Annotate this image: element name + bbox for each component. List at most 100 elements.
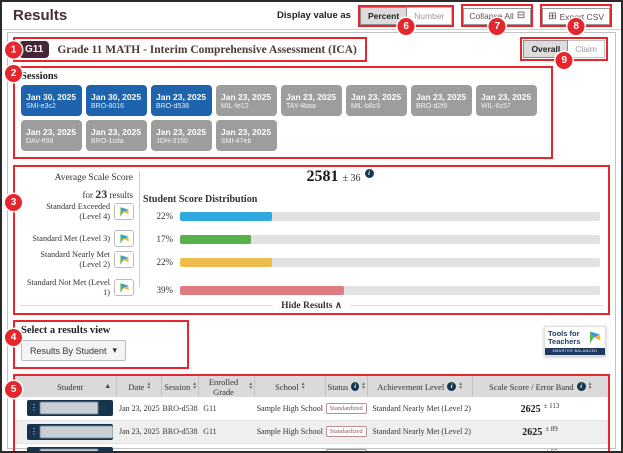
column-header-scale-score[interactable]: Scale Score / Error Band i ▴ ▾: [472, 376, 608, 397]
annotation-number-1: 1: [5, 41, 22, 58]
session-button[interactable]: Jan 23, 2025 TAY-4baa: [281, 85, 342, 116]
info-icon[interactable]: i: [447, 382, 457, 391]
session-button[interactable]: Jan 23, 2025 SMI-47eb: [216, 120, 277, 151]
student-name-redacted[interactable]: ⋮: [27, 423, 113, 440]
status-badge: Standardized: [325, 449, 367, 451]
tools-for-teachers-level-2-button[interactable]: [114, 251, 134, 269]
sessions-list: Jan 30, 2025 SMI-e3c2 Jan 30, 2025 BRO-801…: [21, 85, 545, 151]
date-cell: Jan 23, 2025: [116, 443, 162, 451]
redaction-block: [40, 448, 98, 451]
session-button[interactable]: Jan 30, 2025 SMI-e3c2: [21, 85, 82, 116]
level-3-bar-row: 17%: [143, 234, 600, 244]
level-2-percent: 22%: [156, 257, 174, 267]
grade-cell: G11: [198, 443, 255, 451]
tools-for-teachers-level-1-button[interactable]: [114, 279, 134, 297]
column-header-date[interactable]: Date ▴ ▾: [116, 376, 163, 397]
session-button[interactable]: Jan 23, 2025 MIL-fe12: [216, 85, 277, 116]
hide-results-link[interactable]: Hide Results ∧: [281, 300, 342, 311]
distribution-bar-track: [180, 211, 600, 221]
tools-for-teachers-icon: [120, 282, 129, 293]
annotation-number-9: 9: [555, 52, 573, 69]
tab-overall[interactable]: Overall: [523, 40, 569, 58]
session-cell: BRO-d538: [161, 420, 199, 444]
results-view-selected: Results By Student: [30, 345, 107, 356]
status-badge: Standardized: [325, 426, 367, 437]
kebab-menu-icon[interactable]: ⋮: [30, 426, 38, 436]
info-icon[interactable]: i: [576, 382, 586, 391]
session-date: Jan 23, 2025: [286, 92, 337, 103]
sort-icon: ▴ ▾: [362, 381, 365, 391]
status-badge: Standardized: [325, 402, 367, 414]
session-date: Jan 23, 2025: [416, 92, 467, 103]
level-1-percent: 39%: [156, 285, 174, 295]
student-name-cell: ⋮: [15, 397, 117, 421]
tools-for-teachers-level-4-button[interactable]: [114, 203, 134, 221]
session-button[interactable]: Jan 23, 2025 DAV-ff98: [21, 120, 82, 151]
info-icon[interactable]: i: [364, 169, 374, 178]
display-value-toggle: Percent Number: [359, 6, 453, 25]
tools-for-teachers-level-3-button[interactable]: [114, 230, 134, 247]
student-name-redacted[interactable]: ⋮: [27, 446, 113, 451]
header-label: Date: [128, 381, 145, 392]
column-header-school[interactable]: School ▴ ▾: [254, 376, 326, 397]
session-button[interactable]: Jan 23, 2025 MIL-b8c5: [346, 85, 407, 116]
kebab-menu-icon[interactable]: ⋮: [30, 450, 38, 451]
annotation-box-3: 3 Average Scale Score for 23 results Sta…: [5, 165, 610, 315]
tools-for-teachers-icon: [120, 233, 129, 244]
level-3-label: Standard Met (Level 3): [32, 233, 110, 243]
column-header-session[interactable]: Session ▴ ▾: [161, 376, 199, 397]
date-cell: Jan 23, 2025: [116, 420, 162, 444]
annotation-number-4: 4: [5, 329, 22, 346]
session-date: Jan 23, 2025: [91, 127, 142, 138]
tab-claim[interactable]: Claim: [568, 40, 605, 58]
session-code: MIL-b8c5: [351, 103, 381, 111]
results-view-dropdown[interactable]: Results By Student ▾: [21, 340, 127, 361]
date-cell: Jan 23, 2025: [116, 397, 162, 421]
session-button[interactable]: Jan 23, 2025 JOH-3150: [151, 120, 212, 151]
level-2-row: Standard Nearly Met (Level 2): [15, 250, 134, 269]
annotation-box-2: 2 Sessions Jan 30, 2025 SMI-e3c2 Jan 30, …: [5, 65, 553, 159]
student-name-redacted[interactable]: ⋮: [27, 400, 113, 417]
score-error-band: ± 113: [543, 401, 560, 410]
session-button[interactable]: Jan 23, 2025 BRO-1cda: [86, 120, 147, 151]
annotation-box-5: 5 Student ▲ Date ▴ ▾ Session ▴ ▾ Enrolled Gra…: [5, 374, 610, 453]
level-1-label: Standard Not Met (Level 1): [26, 278, 110, 297]
tools-for-teachers-icon: [120, 206, 129, 217]
session-code: SMI-47eb: [221, 138, 252, 146]
result-count: 23: [95, 187, 108, 201]
results-card: G11 Grade 11 MATH - Interim Comprehensiv…: [5, 32, 616, 451]
info-icon[interactable]: i: [351, 382, 360, 391]
table-row: ⋮ Jan 23, 2025 BRO-d538 G11 Sample High …: [15, 443, 608, 453]
tools-for-teachers-logo[interactable]: Tools for Teachers SMARTER BALANCED: [544, 326, 606, 356]
display-value-label: Display value as: [277, 10, 351, 21]
session-date: Jan 23, 2025: [156, 127, 207, 138]
column-header-achievement-level[interactable]: Achievement Level i ▴ ▾: [367, 376, 473, 397]
divider: [349, 305, 604, 306]
table-header-row: Student ▲ Date ▴ ▾ Session ▴ ▾ Enrolled Grade…: [15, 376, 608, 397]
column-header-student[interactable]: Student ▲: [15, 376, 118, 397]
column-header-enrolled-grade[interactable]: Enrolled Grade ▴ ▾: [198, 376, 256, 397]
column-header-status[interactable]: Status i ▴ ▾: [325, 376, 368, 397]
t4t-line2: Teachers: [548, 336, 581, 346]
distribution-bar-track: [180, 285, 600, 295]
sort-icon: ▴ ▾: [193, 381, 196, 391]
session-button[interactable]: Jan 23, 2025 WIL-6c57: [476, 85, 537, 116]
percent-toggle-button[interactable]: Percent: [359, 6, 408, 25]
session-button[interactable]: Jan 30, 2025 BRO-8016: [86, 85, 147, 116]
scale-score: 2581: [306, 168, 339, 185]
score-error-band: ± 55: [545, 448, 558, 453]
kebab-menu-icon[interactable]: ⋮: [30, 403, 38, 413]
hide-results-row: Hide Results ∧: [19, 300, 604, 311]
score-value: 2625: [522, 427, 543, 438]
session-code: BRO-d2f9: [416, 103, 448, 111]
session-date: Jan 23, 2025: [26, 127, 77, 138]
session-code: WIL-6c57: [481, 103, 511, 111]
export-csv-label: Export CSV: [559, 11, 604, 22]
number-toggle-button[interactable]: Number: [407, 6, 453, 25]
session-button[interactable]: Jan 23, 2025 BRO-d538: [151, 85, 212, 116]
annotation-box-7: Collapse All ⊟ 7: [461, 4, 534, 35]
session-button[interactable]: Jan 23, 2025 BRO-d2f9: [411, 85, 472, 116]
header-label: Achievement Level: [377, 381, 445, 392]
score-value: 2701: [522, 450, 542, 451]
student-name-cell: ⋮: [15, 443, 117, 451]
